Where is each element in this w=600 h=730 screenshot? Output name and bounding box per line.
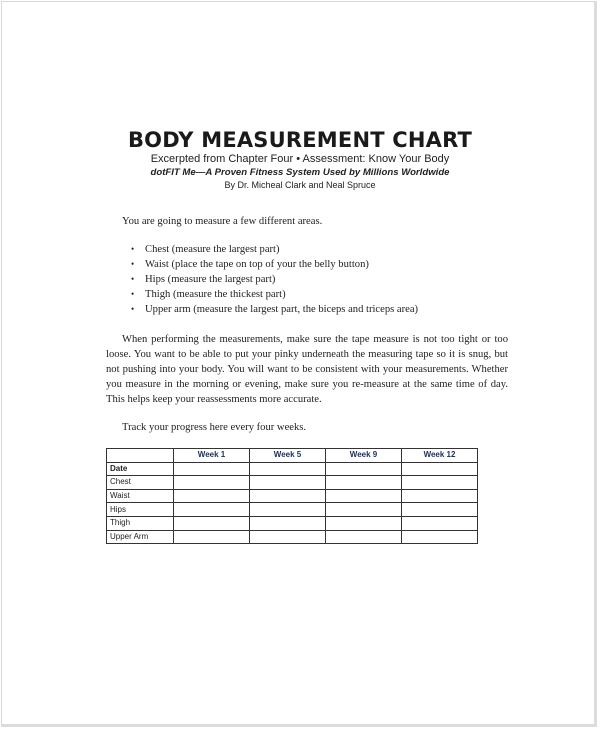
cell bbox=[401, 502, 478, 517]
list-item-text: Upper arm (measure the largest part, the… bbox=[145, 304, 419, 315]
paragraph-line: the morning or evening, make sure you re… bbox=[106, 379, 508, 405]
byline: By Dr. Micheal Clark and Neal Spruce bbox=[224, 180, 376, 190]
table-header-row: Week 1 Week 5 Week 9 Week 12 bbox=[106, 448, 478, 463]
paragraph-line: You want to be able to put your pinky un… bbox=[106, 349, 508, 375]
cell bbox=[249, 488, 326, 504]
list-item-text: Waist (place the tape on top of your the… bbox=[145, 259, 369, 270]
bullet-icon: • bbox=[131, 274, 135, 284]
tagline: dotFIT Me—A Proven Fitness System Used b… bbox=[150, 167, 450, 178]
table-row: Thigh bbox=[106, 515, 478, 531]
cell bbox=[249, 529, 326, 545]
cell bbox=[325, 475, 402, 490]
cell bbox=[325, 488, 402, 504]
document-header: BODY MEASUREMENT CHART Excerpted from Ch… bbox=[0, 0, 600, 192]
cell bbox=[173, 502, 250, 517]
row-label: Chest bbox=[106, 475, 174, 490]
table-row: Chest bbox=[106, 475, 478, 490]
cell bbox=[249, 502, 326, 517]
cell bbox=[325, 502, 402, 517]
column-header bbox=[106, 448, 174, 463]
cell bbox=[173, 529, 250, 545]
document-body: You are going to measure a few different… bbox=[106, 214, 508, 545]
cell bbox=[401, 475, 478, 490]
bullet-icon: • bbox=[131, 259, 135, 269]
list-item-text: Thigh (measure the thickest part) bbox=[145, 289, 286, 300]
table-row: Date bbox=[106, 461, 478, 477]
cell bbox=[249, 475, 326, 490]
row-label: Hips bbox=[106, 502, 174, 517]
bullet-list: • Chest (measure the largest part) • Waist… bbox=[106, 242, 508, 317]
cell bbox=[401, 488, 478, 504]
row-label: Waist bbox=[106, 488, 174, 504]
cell bbox=[173, 515, 250, 531]
cell bbox=[401, 461, 478, 477]
cell bbox=[325, 529, 402, 545]
intro-text: You are going to measure a few different… bbox=[122, 216, 323, 227]
cell bbox=[401, 529, 478, 545]
bullet-icon: • bbox=[131, 304, 135, 314]
list-item: • Thigh (measure the thickest part) bbox=[131, 287, 508, 302]
list-item: • Waist (place the tape on top of your th… bbox=[131, 257, 508, 272]
list-item: • Hips (measure the largest part) bbox=[131, 272, 508, 287]
column-header: Week 9 bbox=[325, 448, 402, 463]
column-header: Week 5 bbox=[249, 448, 326, 463]
paragraph-line: into your body. You will want to be cons… bbox=[106, 364, 508, 390]
paragraph-line: When performing the measurements, make s… bbox=[106, 334, 508, 360]
cell bbox=[173, 461, 250, 477]
row-label: Date bbox=[106, 461, 174, 477]
list-item: • Upper arm (measure the largest part, th… bbox=[131, 302, 508, 317]
row-label: Upper Arm bbox=[106, 529, 174, 545]
cell bbox=[325, 461, 402, 477]
list-item: • Chest (measure the largest part) bbox=[131, 242, 508, 257]
column-header: Week 1 bbox=[173, 448, 250, 463]
cell bbox=[401, 515, 478, 531]
list-item-text: Hips (measure the largest part) bbox=[145, 274, 276, 285]
table-row: Hips bbox=[106, 502, 478, 517]
subtitle: Excerpted from Chapter Four • Assessment… bbox=[150, 153, 450, 165]
measurement-table: Week 1 Week 5 Week 9 Week 12 Date Chest … bbox=[106, 448, 478, 545]
track-text: Track your progress here every four week… bbox=[122, 422, 307, 433]
table-row: Waist bbox=[106, 488, 478, 504]
table-row: Upper Arm bbox=[106, 529, 478, 545]
list-item-text: Chest (measure the largest part) bbox=[145, 244, 280, 255]
cell bbox=[173, 475, 250, 490]
paragraph-line: reassessments more accurate. bbox=[197, 394, 322, 405]
column-header: Week 12 bbox=[401, 448, 478, 463]
bullet-icon: • bbox=[131, 244, 135, 254]
page-title: BODY MEASUREMENT CHART bbox=[127, 128, 473, 152]
cell bbox=[325, 515, 402, 531]
cell bbox=[249, 461, 326, 477]
cell bbox=[249, 515, 326, 531]
bullet-icon: • bbox=[131, 289, 135, 299]
instructions-paragraph: When performing the measurements, make s… bbox=[106, 332, 508, 407]
row-label: Thigh bbox=[106, 515, 174, 531]
cell bbox=[173, 488, 250, 504]
